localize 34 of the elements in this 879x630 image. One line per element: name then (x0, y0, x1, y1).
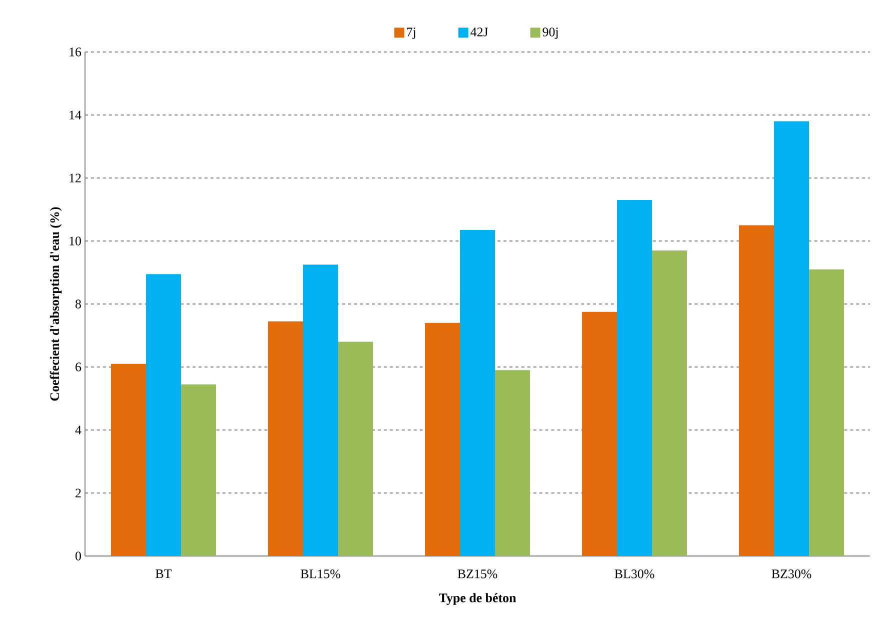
bar (495, 370, 530, 556)
y-axis-title: Coeffecient d'absorption d'eau (%) (50, 207, 62, 401)
x-tick-label: BL15% (300, 570, 340, 578)
y-tick-label: 14 (70, 110, 82, 120)
bar (739, 225, 774, 556)
bar (774, 121, 810, 556)
y-tick-label: 10 (70, 236, 81, 246)
bar (582, 312, 618, 556)
y-tick-label: 12 (70, 174, 81, 182)
bar (146, 274, 181, 556)
bar (338, 342, 374, 556)
y-tick-label: 2 (76, 488, 81, 498)
x-tick-label: BZ30% (772, 570, 812, 578)
legend-label: 7j (407, 28, 416, 39)
y-tick-label: 4 (75, 426, 82, 434)
x-axis-title: Type de béton (438, 593, 516, 605)
y-tick-label: 16 (70, 48, 82, 56)
x-tick-label: BZ15% (458, 570, 498, 578)
bar (425, 322, 460, 556)
y-tick-label: 6 (76, 362, 82, 372)
bar (460, 230, 496, 556)
bar (111, 364, 146, 556)
bar (303, 264, 338, 556)
bar (181, 384, 216, 556)
bar (268, 321, 304, 556)
bar (652, 250, 688, 556)
legend-label: 90j (542, 28, 558, 39)
x-tick-label: BT (156, 570, 172, 578)
x-tick-label: BL30% (614, 570, 654, 578)
legend-label: 42J (470, 28, 488, 36)
y-tick-label: 8 (76, 300, 81, 308)
y-tick-label: 0 (76, 552, 81, 560)
bar (617, 200, 652, 556)
bar (809, 269, 844, 556)
